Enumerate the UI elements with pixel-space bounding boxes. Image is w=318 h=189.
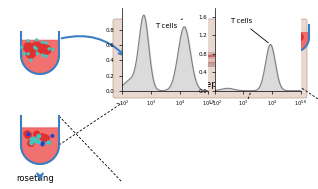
Circle shape: [255, 58, 257, 60]
Circle shape: [27, 52, 30, 55]
Circle shape: [41, 141, 45, 146]
Circle shape: [35, 52, 38, 55]
Circle shape: [27, 133, 30, 136]
Circle shape: [253, 57, 257, 61]
Circle shape: [35, 47, 38, 50]
Polygon shape: [21, 40, 59, 74]
Circle shape: [32, 137, 37, 141]
Text: rosetting: rosetting: [16, 174, 54, 183]
Circle shape: [30, 137, 34, 141]
Polygon shape: [248, 52, 276, 74]
Circle shape: [32, 42, 42, 52]
Text: T cells: T cells: [155, 19, 183, 29]
Circle shape: [33, 131, 40, 138]
Circle shape: [36, 52, 39, 55]
Circle shape: [251, 55, 255, 59]
FancyBboxPatch shape: [113, 19, 307, 98]
Circle shape: [45, 42, 48, 45]
Circle shape: [23, 42, 33, 52]
Circle shape: [258, 54, 261, 58]
Circle shape: [29, 45, 32, 48]
Circle shape: [295, 33, 304, 41]
Circle shape: [38, 48, 41, 51]
Circle shape: [257, 57, 259, 59]
Circle shape: [265, 56, 268, 60]
Circle shape: [293, 33, 301, 41]
Circle shape: [29, 59, 32, 62]
Circle shape: [266, 57, 271, 61]
Circle shape: [20, 46, 23, 49]
Circle shape: [47, 140, 51, 145]
Circle shape: [282, 33, 290, 41]
Circle shape: [45, 55, 48, 58]
Circle shape: [41, 41, 44, 44]
Circle shape: [27, 39, 30, 42]
Circle shape: [42, 45, 45, 48]
Circle shape: [51, 135, 54, 137]
Circle shape: [48, 47, 51, 50]
Circle shape: [26, 49, 36, 59]
Circle shape: [35, 39, 38, 42]
Circle shape: [32, 139, 37, 143]
Circle shape: [23, 52, 26, 55]
Text: T cells: T cells: [230, 18, 268, 43]
Circle shape: [259, 57, 262, 60]
Circle shape: [24, 131, 31, 138]
Polygon shape: [21, 128, 59, 164]
Circle shape: [36, 139, 40, 144]
Circle shape: [284, 33, 292, 41]
Circle shape: [29, 141, 34, 145]
Circle shape: [43, 135, 50, 142]
Circle shape: [38, 44, 48, 54]
Circle shape: [33, 46, 36, 49]
Circle shape: [27, 140, 34, 147]
Polygon shape: [281, 33, 309, 51]
Circle shape: [42, 142, 44, 144]
Circle shape: [41, 143, 44, 146]
Circle shape: [41, 45, 51, 55]
Circle shape: [51, 48, 54, 51]
Circle shape: [39, 133, 46, 140]
Circle shape: [29, 46, 32, 49]
Circle shape: [262, 55, 266, 59]
Circle shape: [288, 33, 297, 41]
Circle shape: [25, 132, 32, 139]
Circle shape: [251, 54, 255, 58]
Circle shape: [37, 134, 41, 138]
Circle shape: [41, 54, 44, 57]
Text: size-based separation: size-based separation: [150, 80, 250, 89]
